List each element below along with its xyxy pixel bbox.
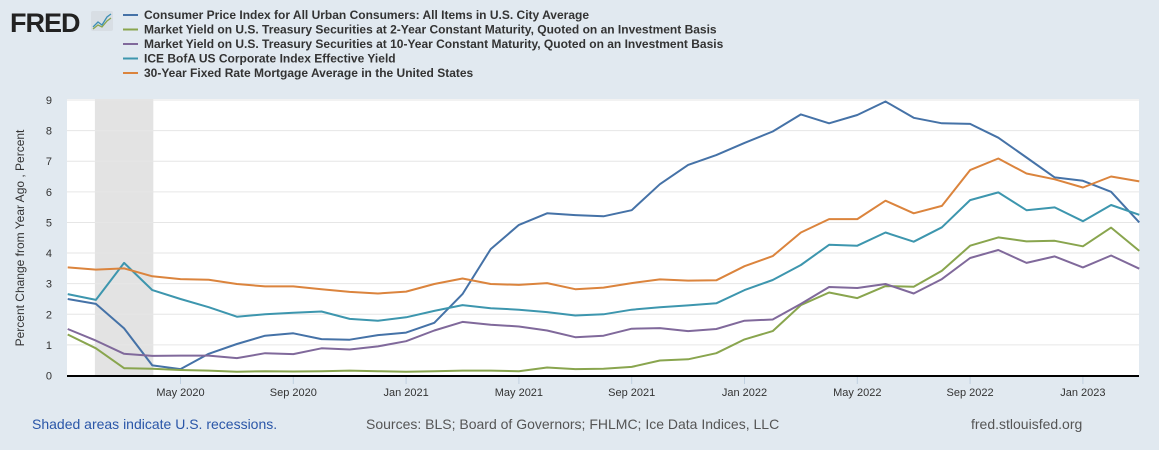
sources-text: Sources: BLS; Board of Governors; FHLMC;…: [366, 416, 780, 432]
fred-logo-text: FRED: [10, 8, 80, 38]
series-line-1: [67, 226, 1140, 373]
x-tick-label: May 2020: [156, 387, 204, 399]
x-tick-label: Sep 2020: [270, 387, 317, 399]
recession-note: Shaded areas indicate U.S. recessions.: [32, 416, 278, 432]
legend-label: ICE BofA US Corporate Index Effective Yi…: [144, 52, 396, 66]
legend: Consumer Price Index for All Urban Consu…: [123, 8, 724, 80]
legend-label: Market Yield on U.S. Treasury Securities…: [144, 23, 717, 37]
y-tick-label: 9: [46, 95, 52, 107]
legend-label: Market Yield on U.S. Treasury Securities…: [144, 37, 724, 51]
series-line-4: [67, 157, 1140, 295]
fred-logo[interactable]: FRED: [10, 8, 113, 38]
series-line-0: [67, 100, 1141, 371]
legend-label: Consumer Price Index for All Urban Consu…: [144, 8, 589, 22]
y-tick-label: 3: [46, 279, 52, 291]
fred-site-link[interactable]: fred.stlouisfed.org: [971, 416, 1083, 432]
y-tick-label: 4: [46, 248, 52, 260]
x-tick-label: May 2021: [495, 387, 543, 399]
y-tick-label: 5: [46, 217, 52, 229]
plot-area: [67, 99, 1139, 376]
x-tick-label: Sep 2022: [947, 387, 994, 399]
y-tick-label: 1: [46, 340, 52, 352]
x-tick-label: May 2022: [833, 387, 881, 399]
x-tick-label: Jan 2021: [383, 387, 428, 399]
x-tick-label: Sep 2021: [608, 387, 655, 399]
y-tick-label: 6: [46, 187, 52, 199]
y-tick-label: 8: [46, 126, 52, 138]
x-tick-label: Jan 2022: [722, 387, 767, 399]
y-tick-label: 7: [46, 156, 52, 168]
legend-label: 30-Year Fixed Rate Mortgage Average in t…: [144, 66, 474, 80]
series-line-2: [67, 249, 1140, 360]
y-tick-label: 2: [46, 309, 52, 321]
y-axis-label: Percent Change from Year Ago , Percent: [13, 129, 27, 346]
x-tick-label: Jan 2023: [1060, 387, 1105, 399]
recession-shading: [94, 99, 154, 376]
y-tick-label: 0: [46, 371, 52, 383]
series-line-3: [67, 191, 1140, 322]
